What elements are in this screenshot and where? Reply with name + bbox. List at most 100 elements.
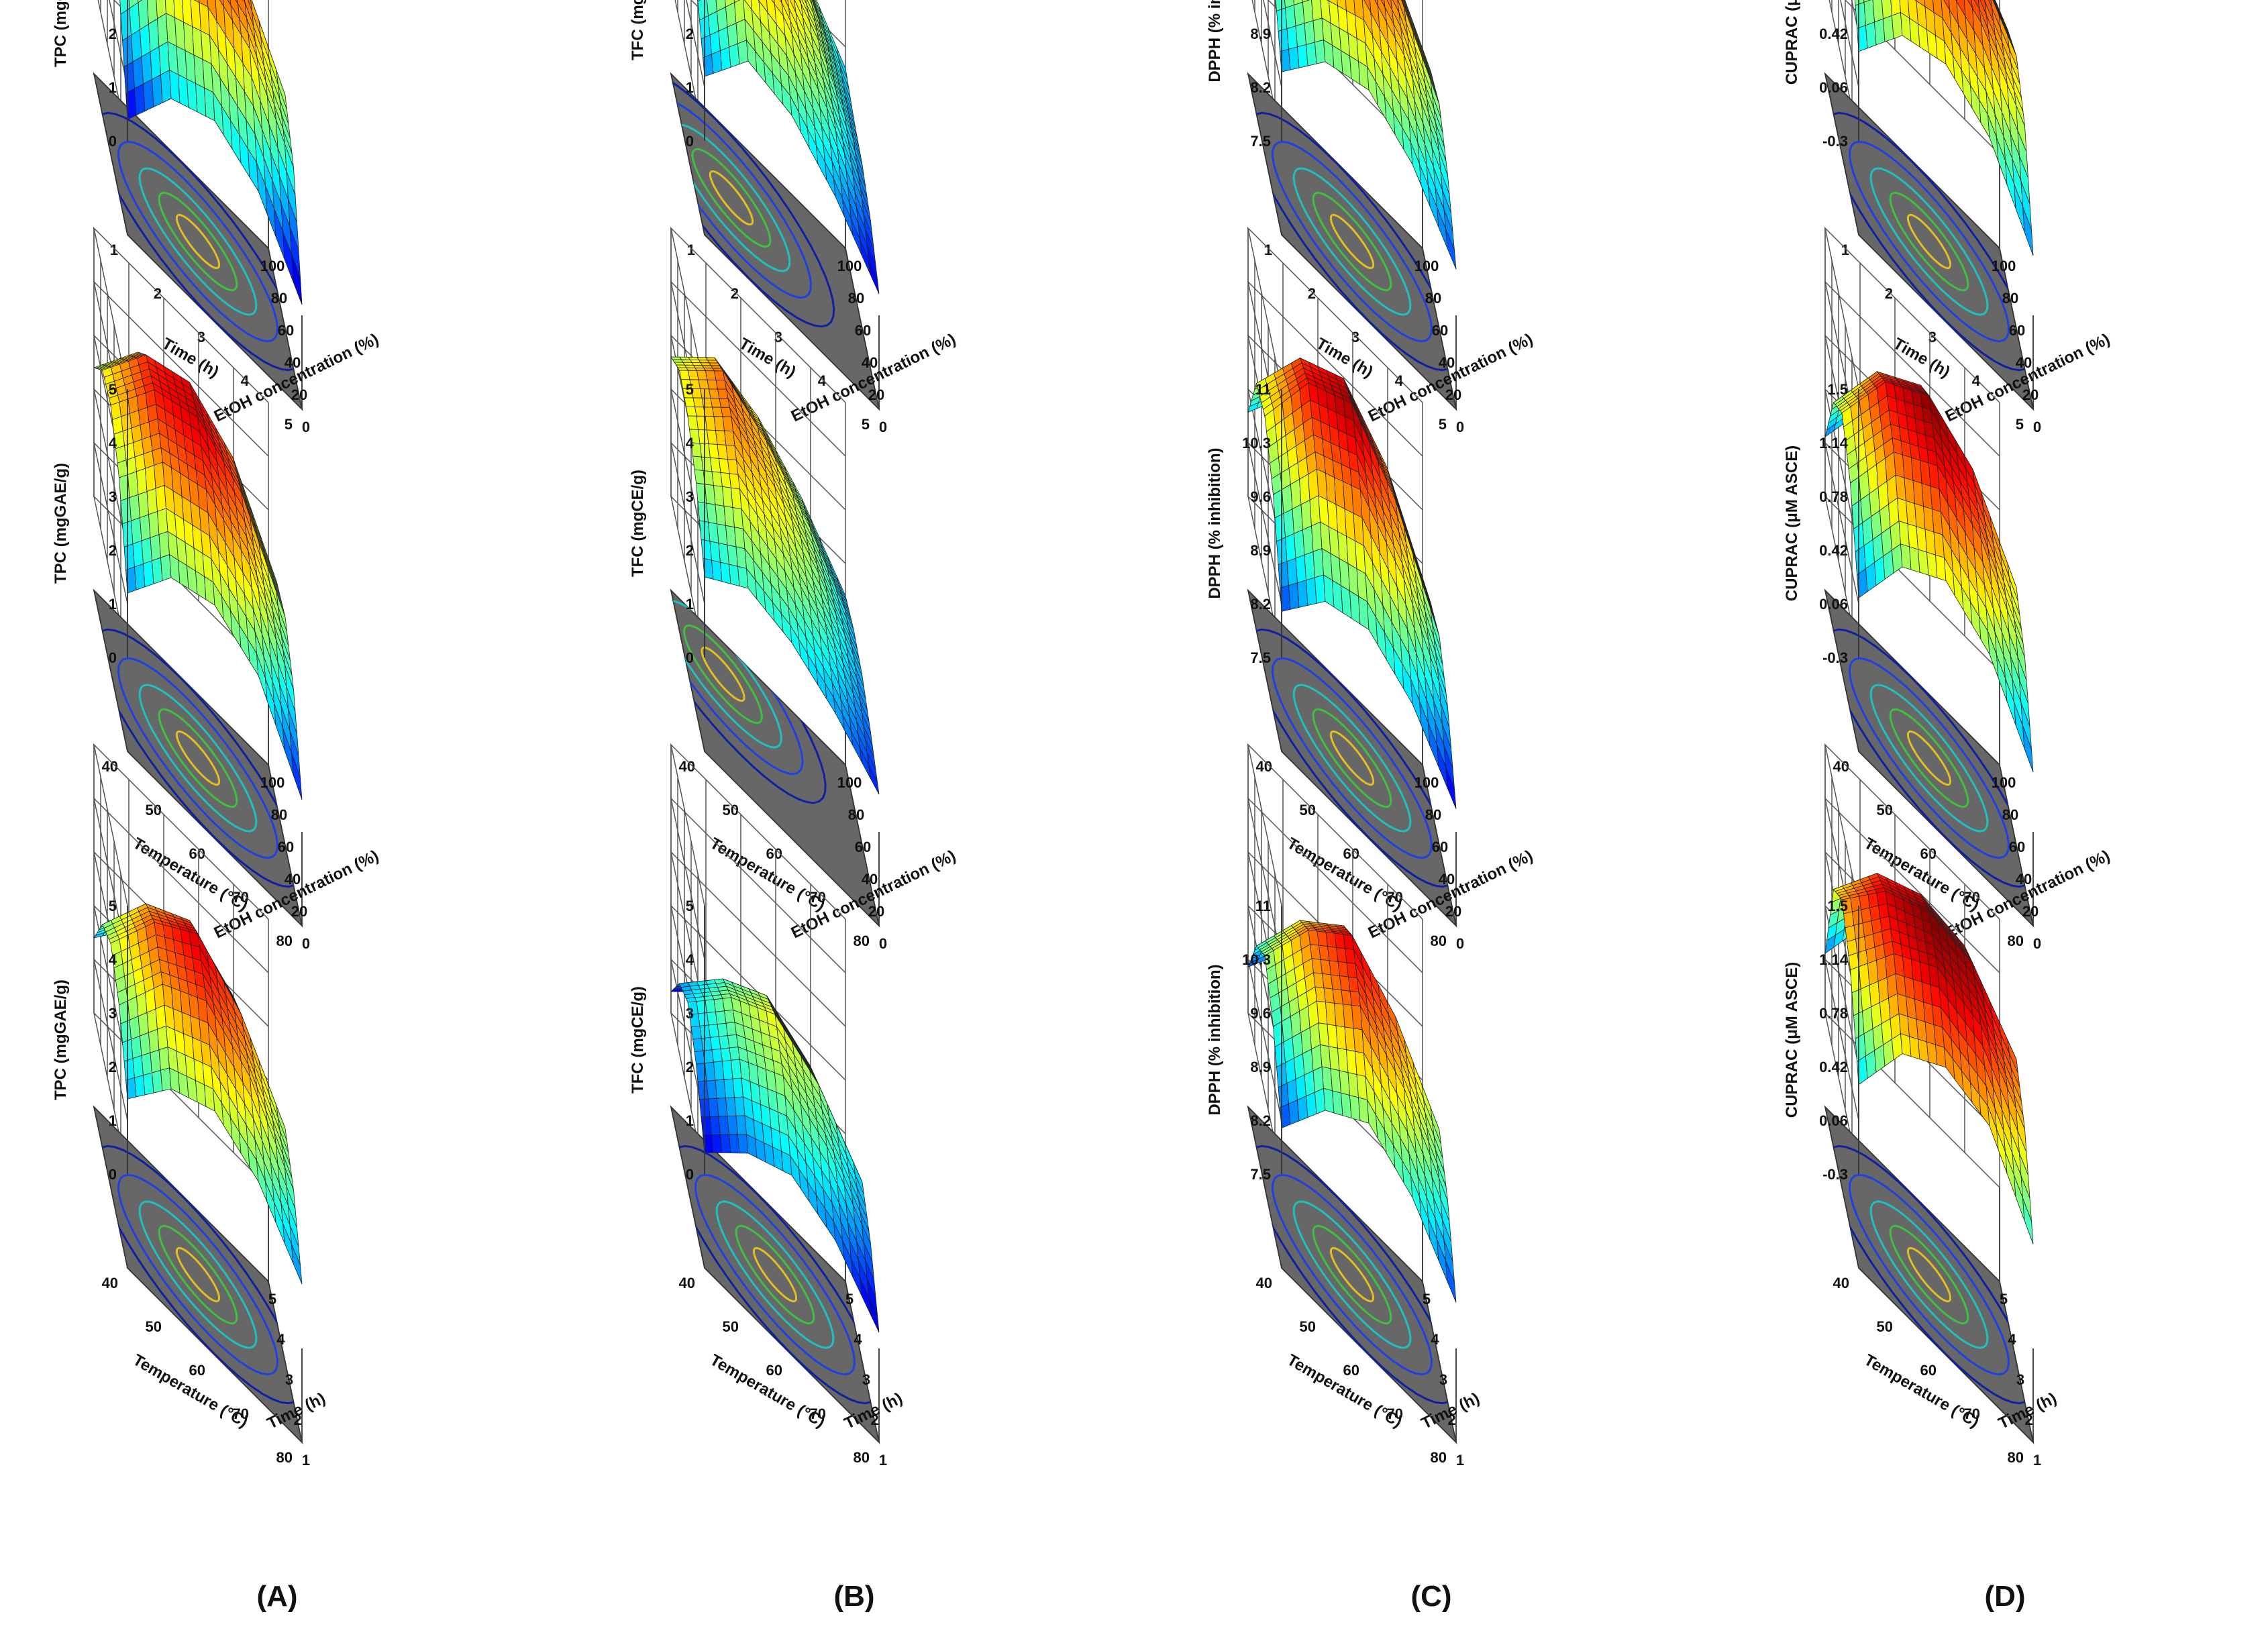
z-tick-label: 2: [109, 542, 117, 559]
z-axis: 0 1 2 3 4 5 TFC (mgCE/g): [629, 381, 705, 666]
y-tick-label: 100: [837, 258, 862, 274]
z-tick-label: 8.9: [1250, 542, 1271, 559]
x-tick-label: 2: [1308, 285, 1316, 302]
x-tick-label: 80: [276, 933, 293, 949]
contour-line: [672, 123, 791, 272]
z-tick-label: 9.6: [1250, 1005, 1271, 1022]
wall-grid-line: [670, 743, 846, 920]
z-tick-label: 1: [686, 79, 694, 96]
chart-panel-r3-c1: 0 1 2 3 4 5 TPC (mgGAE/g) 40 50 60 70 80 Temperature…: [13, 743, 564, 1550]
z-tick-label: 0: [109, 133, 117, 150]
x-tick-label: 60: [189, 1362, 205, 1379]
y-tick-label: 100: [260, 258, 285, 274]
x-tick-label: 5: [2016, 416, 2024, 433]
surface-cell: [1445, 766, 1457, 809]
y-tick-label: 2: [293, 1412, 301, 1428]
surface-cell: [1967, 0, 1973, 9]
z-tick-label: 4: [686, 435, 694, 451]
y-tick-label: 0: [2033, 935, 2041, 952]
z-tick-label: 5: [109, 898, 117, 914]
y-tick-label: 2: [870, 1412, 878, 1428]
y-tick-label: 60: [855, 839, 871, 855]
x-tick-label: 50: [723, 1318, 739, 1335]
z-tick-label: 0.06: [1819, 596, 1848, 613]
contour-line: [701, 646, 745, 702]
contour-line: [1292, 167, 1412, 316]
x-tick-label: 4: [1972, 372, 1981, 389]
z-axis: 0 1 2 3 4 5 TPC (mgGAE/g): [52, 898, 128, 1183]
y-tick-label: 20: [1445, 386, 1461, 403]
y-tick-label: 100: [1414, 774, 1439, 791]
y-tick-label: 3: [285, 1371, 293, 1388]
z-tick-label: 11: [1255, 898, 1271, 914]
chart-panel-r2-c3: 7.5 8.2 8.9 9.6 10.3 11 DPPH (% inhibition) 40 5…: [1168, 226, 1718, 1033]
response-surface: [670, 356, 880, 795]
y-tick-label: 60: [278, 839, 294, 855]
x-tick-label: 50: [146, 1318, 162, 1335]
z-tick-label: 0.42: [1819, 25, 1848, 42]
surface-cell: [868, 259, 880, 295]
z-tick-label: 5: [109, 381, 117, 398]
y-tick-label: 80: [2002, 290, 2018, 307]
contour-line: [1271, 1173, 1433, 1376]
surface-cell: [291, 753, 303, 800]
y-tick-label: 40: [285, 354, 301, 371]
y-tick-label: 4: [854, 1331, 862, 1348]
z-tick-label: 0: [109, 649, 117, 666]
surface-cell: [1445, 1261, 1457, 1303]
surface-cell: [2022, 206, 2034, 256]
z-axis-label: TFC (mgCE/g): [629, 986, 647, 1094]
chart-panel-r2-c4: -0.3 0.06 0.42 0.78 1.14 1.5 CUPRAC (μM ASCE) 4…: [1745, 226, 2268, 1033]
y-tick-label: 60: [2009, 839, 2025, 855]
x-axis-label: Time (h): [736, 335, 799, 382]
contour-line: [1906, 730, 1952, 786]
surface-cell: [235, 0, 238, 4]
contour-line: [1329, 730, 1375, 786]
contour-floor: [93, 72, 303, 411]
surface-cell: [868, 1295, 880, 1333]
wall-grid-line: [1247, 743, 1423, 920]
contour-line: [138, 1200, 258, 1349]
contour-line: [1889, 191, 1969, 292]
contour-line: [1869, 167, 1989, 316]
contour-line: [175, 1246, 221, 1303]
z-tick-label: 1: [109, 1112, 117, 1129]
surface-cell: [1311, 0, 1323, 21]
contour-floor: [670, 1105, 880, 1444]
chart-panel-r2-c2: 0 1 2 3 4 5 TFC (mgCE/g) 40 50 60 70 80 Temperature …: [590, 226, 1141, 1033]
y-tick-label: 60: [855, 322, 871, 339]
x-tick-label: 1: [1264, 242, 1272, 258]
response-surface: [1247, 920, 1457, 1303]
z-axis-label: TPC (mgGAE/g): [52, 979, 70, 1100]
response-surface: [1854, 0, 2034, 256]
wall-grid-line: [1828, 0, 2000, 155]
y-tick-label: 20: [868, 386, 884, 403]
z-tick-label: -0.3: [1822, 649, 1848, 666]
wall-grid-line: [93, 743, 269, 920]
contour-line: [1312, 708, 1392, 808]
y-tick-label: 60: [2009, 322, 2025, 339]
y-tick-label: 0: [2033, 419, 2041, 435]
contour-line: [694, 1173, 856, 1376]
z-tick-label: 2: [686, 25, 694, 42]
response-surface: [697, 0, 880, 295]
z-tick-label: 1: [686, 596, 694, 613]
response-surface: [1275, 0, 1457, 270]
z-axis-label: DPPH (% inhibition): [1206, 964, 1224, 1115]
x-tick-label: 5: [285, 416, 293, 433]
y-tick-label: 20: [868, 903, 884, 920]
wall-grid-line: [1824, 226, 2000, 403]
contour-line: [175, 213, 221, 270]
y-tick-label: 100: [1992, 258, 2016, 274]
contour-floor: [1247, 1105, 1457, 1444]
y-tick-label: 0: [302, 419, 310, 435]
z-tick-label: 1: [686, 1112, 694, 1129]
